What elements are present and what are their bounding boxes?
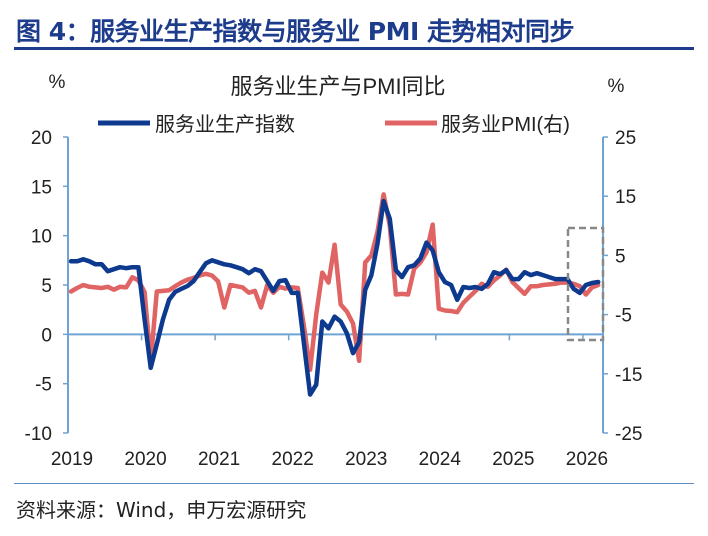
left-tick-label: 10 [31, 227, 52, 248]
x-tick-label: 2026 [566, 449, 608, 470]
legend-label-pmi: 服务业PMI(右) [441, 113, 570, 136]
source-divider [14, 483, 694, 484]
source-note: 资料来源：Wind，申万宏源研究 [16, 498, 307, 522]
x-tick-label: 2021 [198, 449, 240, 470]
x-tick-label: 2020 [124, 449, 166, 470]
series-line-production-index [68, 198, 601, 397]
chart-title: 服务业生产与PMI同比 [230, 74, 445, 99]
right-tick-label: 5 [615, 246, 626, 267]
axes: 20 15 10 5 0 -5 -10 25 15 5 -5 -15 -25 2019 2020 2021 20… [25, 128, 643, 470]
x-tick-label: 2023 [345, 449, 387, 470]
right-tick-label: 25 [615, 128, 636, 149]
series-line-services-pmi [68, 192, 601, 372]
legend: 服务业生产指数 服务业PMI(右) [98, 113, 570, 136]
right-tick-label: -25 [615, 424, 642, 445]
left-tick-label: 15 [31, 177, 52, 198]
left-tick-label: -10 [25, 424, 52, 445]
right-tick-label: 15 [615, 187, 636, 208]
figure-title: 图 4：服务业生产指数与服务业 PMI 走势相对同步 [16, 17, 575, 46]
right-axis-unit: % [608, 76, 625, 97]
x-tick-label: 2025 [492, 449, 534, 470]
left-tick-label: -5 [35, 375, 52, 396]
left-axis-unit: % [49, 72, 66, 93]
right-tick-label: -5 [615, 306, 632, 327]
x-tick-label: 2024 [419, 449, 462, 470]
x-tick-label: 2022 [272, 449, 314, 470]
title-underline [14, 47, 694, 50]
series-group [68, 192, 601, 397]
right-tick-label: -15 [615, 365, 642, 386]
highlight-box [566, 226, 605, 342]
x-tick-label: 2019 [51, 449, 93, 470]
left-tick-label: 20 [31, 128, 52, 149]
left-tick-label: 0 [41, 325, 52, 346]
legend-label-production: 服务业生产指数 [155, 113, 295, 136]
left-tick-label: 5 [41, 276, 52, 297]
